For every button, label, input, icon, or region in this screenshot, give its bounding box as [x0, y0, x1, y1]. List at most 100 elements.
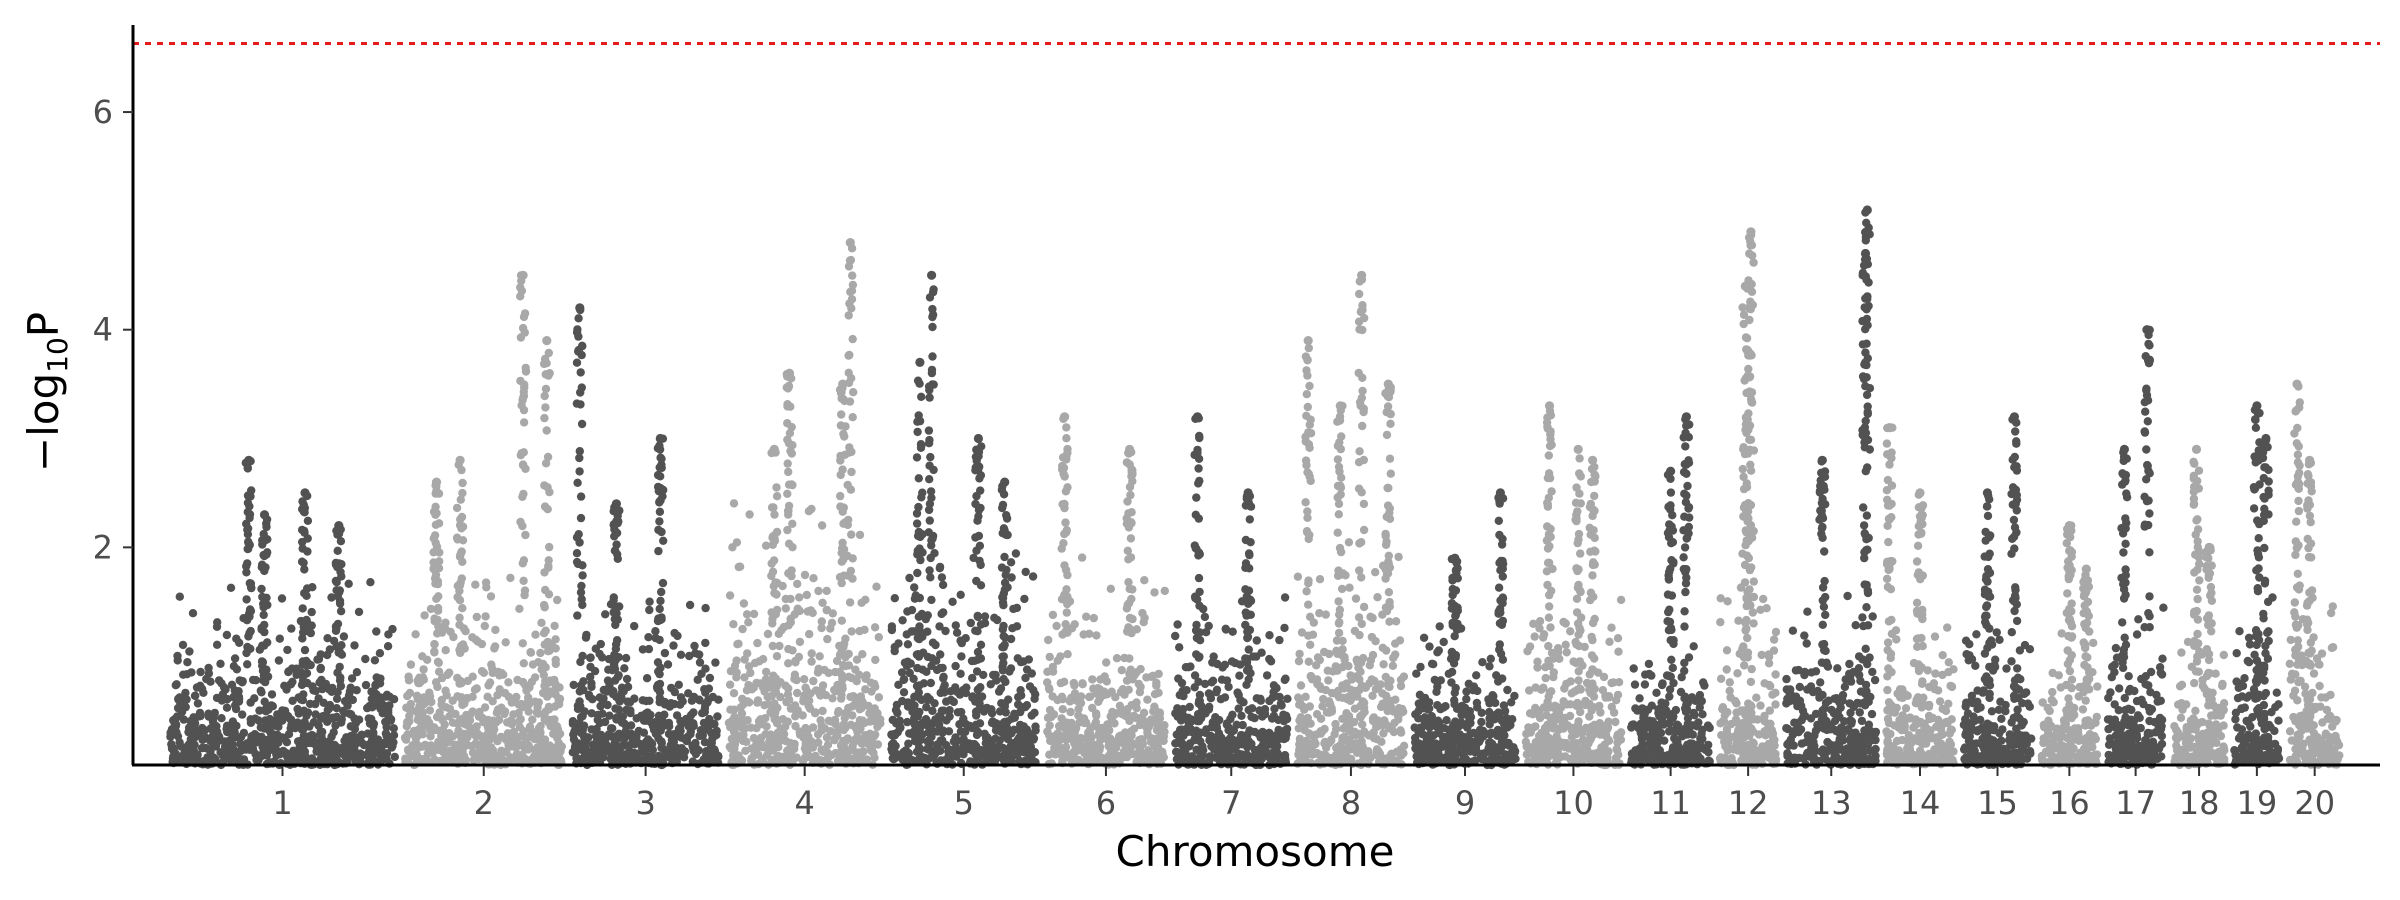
- snp-point: [1063, 483, 1072, 492]
- snp-point: [1346, 685, 1355, 694]
- snp-point: [1000, 633, 1010, 642]
- snp-point: [390, 752, 399, 762]
- snp-point: [926, 452, 935, 462]
- snp-point: [750, 658, 760, 668]
- snp-point: [519, 418, 529, 427]
- snp-point: [226, 583, 236, 592]
- snp-point: [285, 714, 295, 723]
- snp-point: [914, 474, 923, 483]
- snp-point: [578, 600, 587, 610]
- snp-point: [776, 752, 785, 761]
- snp-point: [860, 718, 869, 728]
- snp-point: [441, 686, 450, 695]
- snp-point: [1094, 745, 1103, 755]
- snp-point: [926, 678, 935, 688]
- snp-point: [839, 503, 848, 512]
- snp-point: [300, 565, 309, 574]
- snp-point: [1045, 705, 1055, 715]
- snp-point: [1143, 728, 1152, 737]
- peak-snp-point: [518, 270, 528, 280]
- snp-point: [732, 656, 741, 665]
- snp-point: [1190, 683, 1199, 692]
- snp-point: [1195, 433, 1204, 443]
- snp-point: [302, 591, 311, 600]
- snp-point: [840, 518, 849, 527]
- snp-point: [946, 695, 956, 705]
- snp-point: [1221, 624, 1230, 633]
- snp-point: [542, 426, 551, 435]
- snp-point: [1281, 674, 1290, 683]
- snp-point: [1182, 686, 1191, 695]
- snp-point: [233, 752, 242, 762]
- snp-point: [975, 462, 984, 471]
- snp-point: [1298, 748, 1307, 757]
- snp-point: [578, 651, 587, 661]
- snp-point: [837, 410, 846, 419]
- snp-point: [340, 745, 349, 754]
- snp-point: [1048, 610, 1058, 620]
- snp-point: [696, 726, 706, 735]
- peak-snp-point: [1383, 379, 1393, 389]
- snp-point: [1330, 730, 1339, 739]
- snp-point: [848, 334, 857, 344]
- snp-point: [1305, 702, 1315, 711]
- snp-point: [519, 489, 528, 499]
- snp-point: [369, 728, 378, 737]
- snp-point: [816, 716, 825, 725]
- snp-point: [298, 737, 308, 746]
- snp-point: [389, 724, 398, 733]
- snp-point: [1356, 401, 1365, 411]
- snp-point: [657, 587, 666, 597]
- snp-point: [1195, 476, 1204, 486]
- snp-point: [1390, 718, 1399, 728]
- snp-point: [928, 352, 937, 361]
- snp-point: [592, 725, 601, 734]
- snp-point: [208, 725, 217, 734]
- snp-point: [928, 288, 938, 297]
- snp-point: [940, 756, 950, 765]
- snp-point: [437, 700, 446, 709]
- snp-point: [406, 699, 415, 709]
- snp-point: [606, 724, 616, 733]
- snp-point: [1354, 368, 1363, 378]
- snp-point: [445, 729, 454, 738]
- snp-point: [258, 540, 267, 549]
- snp-point: [434, 667, 444, 676]
- snp-point: [838, 684, 847, 693]
- snp-point: [1000, 526, 1009, 535]
- snp-point: [246, 718, 256, 727]
- snp-point: [1001, 570, 1010, 580]
- snp-point: [216, 659, 225, 668]
- snp-point: [426, 604, 436, 614]
- snp-point: [654, 525, 663, 535]
- snp-point: [1295, 649, 1304, 659]
- snp-point: [248, 744, 258, 754]
- snp-point: [849, 692, 858, 701]
- snp-point: [432, 542, 442, 551]
- snp-point: [794, 652, 804, 662]
- snp-point: [1244, 610, 1253, 619]
- snp-point: [455, 581, 465, 590]
- snp-point: [1110, 750, 1119, 759]
- snp-point: [795, 606, 804, 616]
- snp-point: [375, 679, 385, 688]
- snp-point: [430, 531, 440, 540]
- snp-point: [302, 711, 311, 720]
- snp-point: [929, 465, 938, 475]
- snp-point: [569, 719, 579, 728]
- snp-point: [520, 590, 529, 600]
- snp-point: [736, 703, 745, 712]
- snp-point: [1111, 693, 1120, 702]
- snp-point: [576, 513, 586, 523]
- snp-point: [871, 655, 880, 665]
- snp-point: [924, 382, 934, 391]
- snp-point: [456, 515, 465, 524]
- snp-point: [521, 530, 530, 540]
- snp-point: [1507, 698, 1516, 707]
- snp-point: [274, 722, 283, 731]
- snp-point: [1381, 529, 1390, 539]
- snp-point: [1217, 675, 1227, 684]
- snp-point: [926, 553, 935, 563]
- snp-point: [303, 584, 312, 593]
- snp-point: [642, 716, 651, 725]
